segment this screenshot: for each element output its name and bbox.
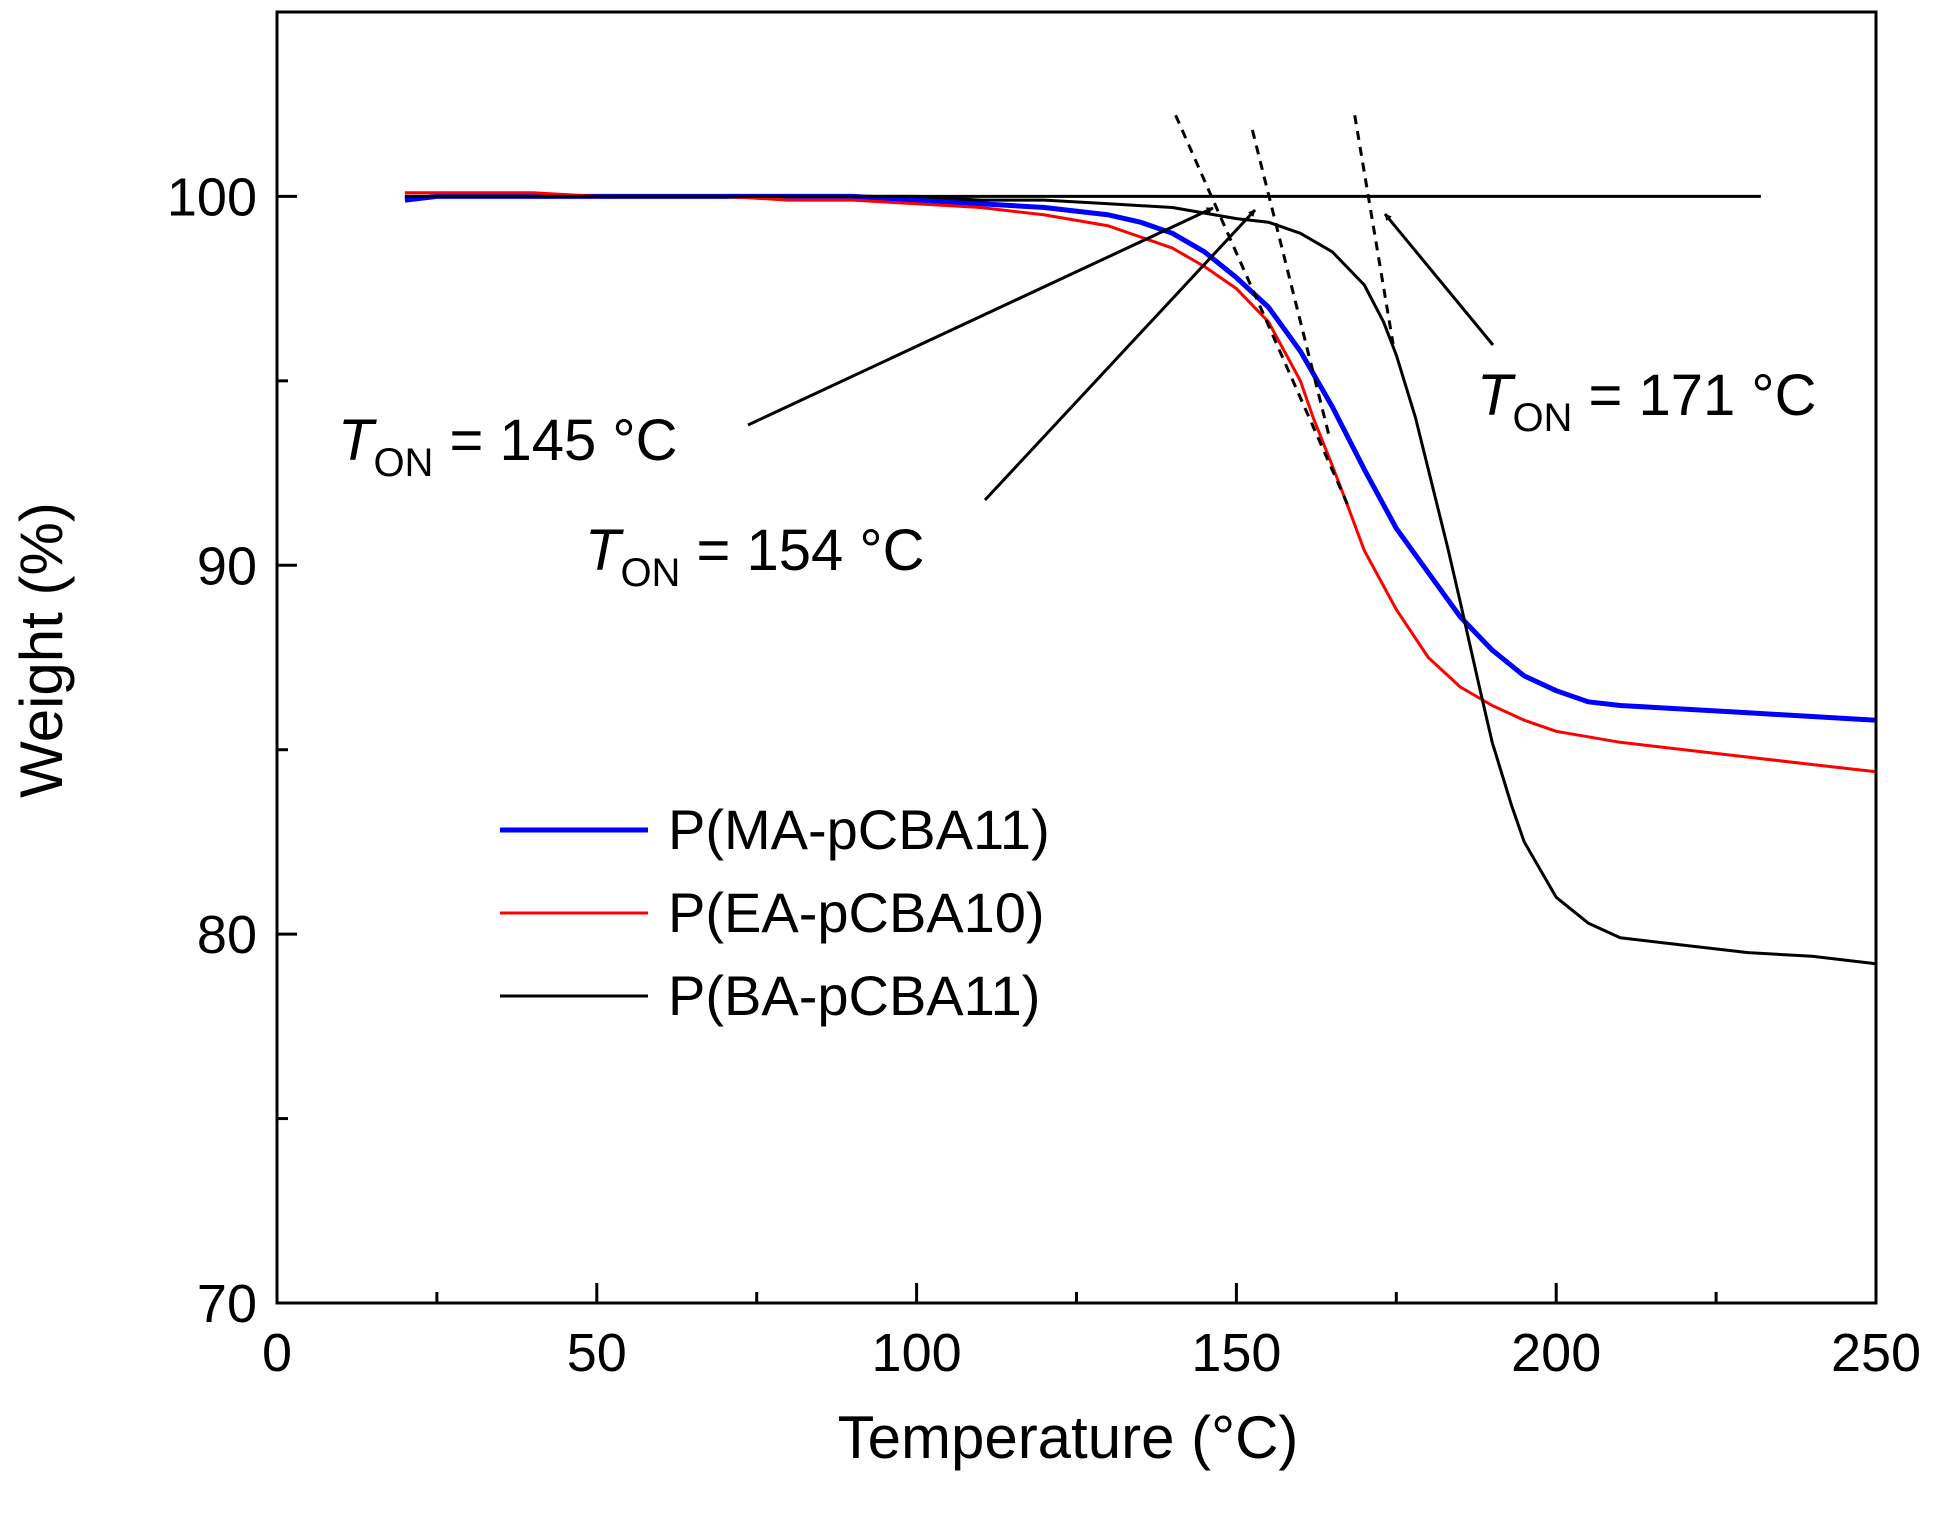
annotation-145-symbol: T [338,408,377,473]
annotation-154-arrow [983,208,1257,502]
annotation-154-value: = 154 °C [680,518,924,583]
annotation-145-value: = 145 °C [433,408,677,473]
x-tick-label: 200 [1511,1323,1601,1383]
onset-annotations: TON = 145 °C TON = 154 °C TON = 171 °C [338,206,1817,595]
axis-ticks: 0 50 100 150 200 250 70 80 90 100 [167,167,1921,1383]
series-line-ba-pcba11 [404,194,1877,966]
plot-area [277,12,1876,1303]
annotation-171-value: = 171 °C [1572,363,1816,428]
annotation-154: TON = 154 °C [585,518,925,595]
annotation-171-symbol: T [1477,363,1516,428]
x-tick-label: 100 [872,1323,962,1383]
annotation-145-arrow [747,206,1214,427]
tangent-lines [1174,114,1395,507]
x-axis-title: Temperature (°C) [838,1404,1299,1471]
tangent-line-3 [1353,115,1395,345]
legend: P(MA-pCBA11) P(EA-pCBA10) P(BA-pCBA11) [500,798,1050,1027]
annotation-171: TON = 171 °C [1477,363,1817,440]
y-tick-label: 70 [197,1274,257,1334]
tangent-line-1 [1174,114,1350,507]
legend-label-ma: P(MA-pCBA11) [668,798,1050,861]
annotation-154-subscript: ON [620,551,680,595]
x-tick-label: 50 [567,1323,627,1383]
y-tick-label: 90 [197,536,257,596]
annotation-154-symbol: T [585,518,624,583]
y-tick-label: 100 [167,167,257,227]
series-layer [404,191,1877,966]
annotation-145-subscript: ON [373,441,433,485]
annotation-171-arrow [1383,213,1495,346]
legend-label-ea: P(EA-pCBA10) [668,881,1045,944]
x-tick-label: 0 [262,1323,292,1383]
x-tick-label: 250 [1831,1323,1921,1383]
y-axis-title: Weight (%) [8,502,75,798]
x-tick-label: 150 [1191,1323,1281,1383]
annotation-145: TON = 145 °C [338,408,678,485]
plot-background [277,12,1876,1303]
legend-label-ba: P(BA-pCBA11) [668,964,1040,1027]
tangent-line-2 [1250,129,1331,437]
annotation-171-subscript: ON [1512,396,1572,440]
y-tick-label: 80 [197,905,257,965]
